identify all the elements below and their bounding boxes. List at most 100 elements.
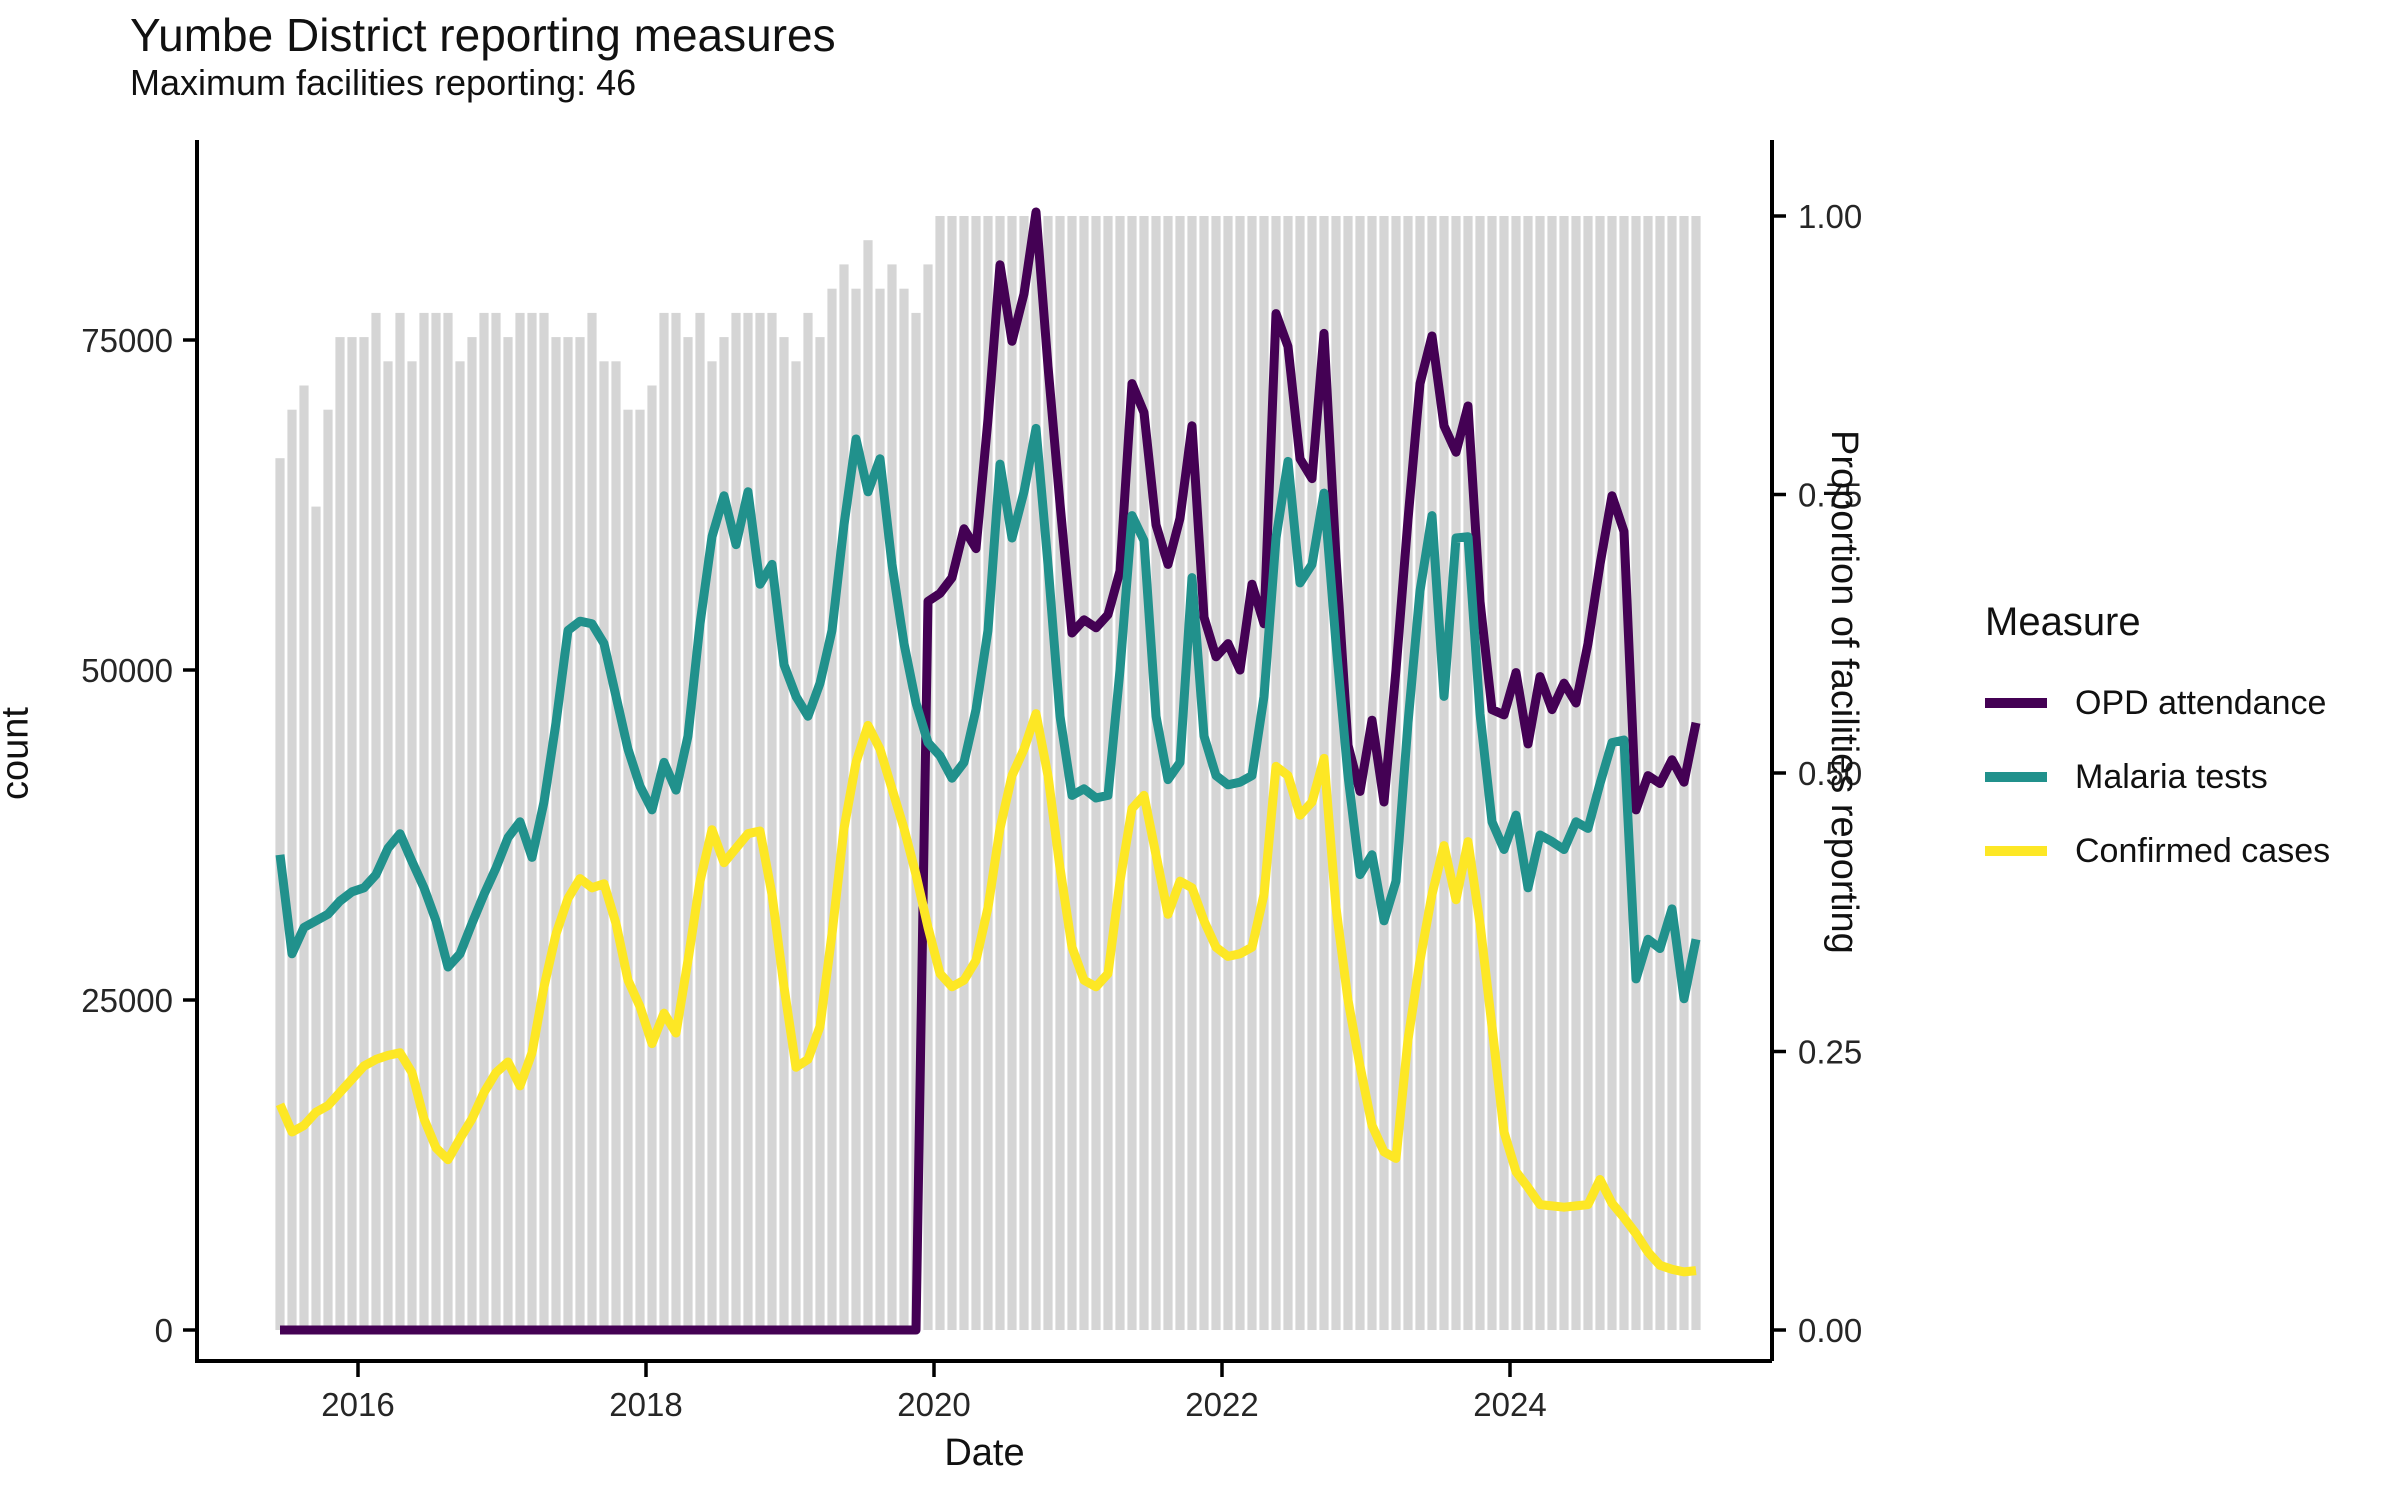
opd-line-swatch: [1985, 698, 2047, 708]
facility-reporting-bar: [1367, 216, 1377, 1330]
facility-reporting-bar: [1235, 216, 1245, 1330]
facility-reporting-bar: [1055, 216, 1065, 1330]
facility-reporting-bar: [1175, 216, 1185, 1330]
facility-reporting-bar: [1127, 216, 1137, 1330]
facility-reporting-bar: [815, 337, 825, 1331]
facility-reporting-bar: [1079, 216, 1089, 1330]
facility-reporting-bar: [959, 216, 969, 1330]
facility-reporting-bar: [779, 337, 789, 1331]
facility-reporting-bar: [419, 312, 429, 1330]
legend: Measure OPD attendance Malaria tests Con…: [1985, 600, 2385, 905]
facility-reporting-bar: [623, 409, 633, 1330]
y-axis-tick-label-right: 0.00: [1798, 1312, 1862, 1349]
facility-reporting-bar: [611, 361, 621, 1330]
facility-reporting-bar: [1475, 216, 1485, 1330]
y-axis-tick-label-right: 1.00: [1798, 198, 1862, 235]
facility-reporting-bar: [851, 288, 861, 1331]
facility-reporting-bar: [467, 337, 477, 1331]
facility-reporting-bar: [275, 458, 285, 1330]
facility-reporting-bar: [899, 288, 909, 1331]
facility-reporting-bar: [335, 337, 345, 1331]
facility-reporting-bar: [671, 312, 681, 1330]
facility-reporting-bar: [599, 361, 609, 1330]
facility-reporting-bar: [1655, 216, 1665, 1330]
facility-reporting-bar: [1307, 216, 1317, 1330]
facility-reporting-bar: [683, 337, 693, 1331]
facility-reporting-bar: [1667, 216, 1677, 1330]
facility-reporting-bar: [1559, 216, 1569, 1330]
facility-reporting-bar: [299, 385, 309, 1330]
facility-reporting-bar: [1523, 216, 1533, 1330]
facility-reporting-bar: [1187, 216, 1197, 1330]
facility-reporting-bar: [1571, 216, 1581, 1330]
x-axis-tick-label: 2016: [321, 1386, 394, 1423]
facility-reporting-bar: [719, 337, 729, 1331]
facility-reporting-bar: [1199, 216, 1209, 1330]
page-title: Yumbe District reporting measures: [130, 9, 836, 61]
facility-reporting-bar: [635, 409, 645, 1330]
facility-reporting-bar: [659, 312, 669, 1330]
y-axis-tick-label: 50000: [81, 652, 173, 689]
facility-reporting-bar: [983, 216, 993, 1330]
facility-reporting-bar: [695, 312, 705, 1330]
facility-reporting-bar: [755, 312, 765, 1330]
facility-reporting-bar: [1535, 216, 1545, 1330]
facility-reporting-bar: [563, 337, 573, 1331]
facility-reporting-bar: [1583, 216, 1593, 1330]
x-axis-tick-label: 2024: [1473, 1386, 1546, 1423]
y-axis-tick-label: 0: [155, 1312, 173, 1349]
facility-reporting-bar: [407, 361, 417, 1330]
y-axis-tick-label: 25000: [81, 982, 173, 1019]
facility-reporting-bar: [1415, 216, 1425, 1330]
facility-reporting-bar: [1691, 216, 1701, 1330]
malaria-tests-line-swatch: [1985, 772, 2047, 782]
facility-reporting-bar: [347, 337, 357, 1331]
legend-label: Confirmed cases: [2075, 831, 2331, 870]
legend-item-malaria-tests: Malaria tests: [1985, 757, 2385, 797]
facility-reporting-bar: [791, 361, 801, 1330]
facility-reporting-bar: [491, 312, 501, 1330]
facility-reporting-bar: [359, 337, 369, 1331]
facility-reporting-bar: [323, 409, 333, 1330]
facility-reporting-bar: [803, 312, 813, 1330]
facility-reporting-bar: [995, 216, 1005, 1330]
facility-reporting-bar: [455, 361, 465, 1330]
legend-item-confirmed-cases: Confirmed cases: [1985, 831, 2385, 871]
facility-reporting-bar: [1547, 216, 1557, 1330]
facility-reporting-bar: [827, 288, 837, 1331]
facility-reporting-bar: [1427, 216, 1437, 1330]
facility-reporting-bar: [395, 312, 405, 1330]
facility-reporting-bar: [1115, 216, 1125, 1330]
facility-reporting-bar: [587, 312, 597, 1330]
facility-reporting-bar: [1223, 216, 1233, 1330]
facility-reporting-bar: [575, 337, 585, 1331]
facility-reporting-bar: [1091, 216, 1101, 1330]
facility-reporting-bar: [1499, 216, 1509, 1330]
x-axis-tick-label: 2018: [609, 1386, 682, 1423]
facility-reporting-bar: [1607, 216, 1617, 1330]
facility-reporting-bar: [1451, 216, 1461, 1330]
facility-reporting-bar: [743, 312, 753, 1330]
facility-reporting-bar: [1031, 216, 1041, 1330]
facility-reporting-bar: [551, 337, 561, 1331]
legend-label: Malaria tests: [2075, 757, 2268, 796]
facility-reporting-bar: [1019, 216, 1029, 1330]
legend-title: Measure: [1985, 600, 2141, 644]
facility-reporting-bar: [527, 312, 537, 1330]
facility-reporting-bar: [479, 312, 489, 1330]
malaria-tests-line: [275, 423, 1701, 1004]
legend-label: OPD attendance: [2075, 683, 2327, 722]
facility-reporting-bar: [1439, 216, 1449, 1330]
opd-attendance-line: [280, 207, 1701, 1335]
facility-reporting-bar: [767, 312, 777, 1330]
chart-subtitle: Maximum facilities reporting: 46: [130, 62, 637, 103]
facility-reporting-bar: [731, 312, 741, 1330]
facility-reporting-bar: [647, 385, 657, 1330]
facility-reporting-bar: [1391, 216, 1401, 1330]
facility-reporting-bar: [1295, 216, 1305, 1330]
facility-reporting-bar: [431, 312, 441, 1330]
facility-reporting-bar: [1511, 216, 1521, 1330]
y-axis-tick-label-right: 0.25: [1798, 1034, 1862, 1071]
